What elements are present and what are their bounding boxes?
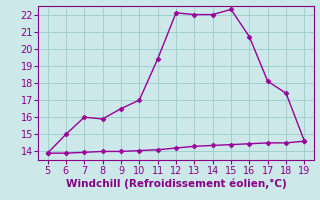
- X-axis label: Windchill (Refroidissement éolien,°C): Windchill (Refroidissement éolien,°C): [66, 178, 286, 189]
